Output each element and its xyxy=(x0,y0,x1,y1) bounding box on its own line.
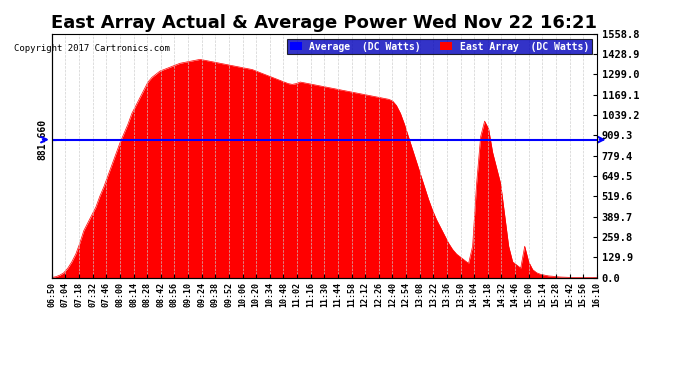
Text: Copyright 2017 Cartronics.com: Copyright 2017 Cartronics.com xyxy=(14,44,170,52)
Legend: Average  (DC Watts), East Array  (DC Watts): Average (DC Watts), East Array (DC Watts… xyxy=(287,39,592,54)
Title: East Array Actual & Average Power Wed Nov 22 16:21: East Array Actual & Average Power Wed No… xyxy=(51,14,598,32)
